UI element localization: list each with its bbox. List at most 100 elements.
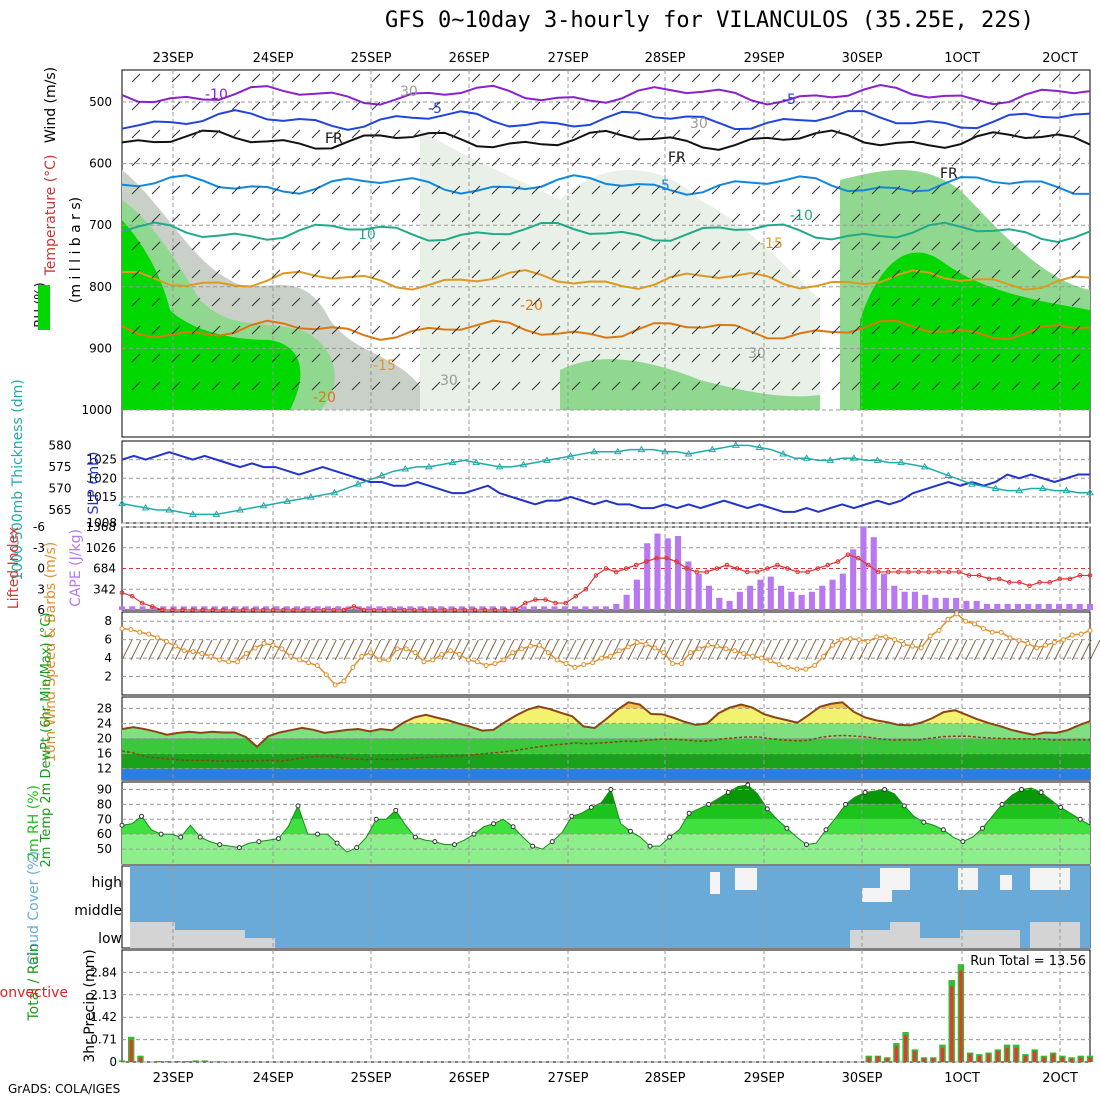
wind-barb	[771, 129, 781, 139]
wind-barb	[471, 129, 481, 139]
wind-marker	[1078, 631, 1084, 637]
li-marker	[603, 566, 609, 571]
wind-barb	[1011, 157, 1021, 167]
wind-barb	[441, 639, 453, 661]
wind-barb	[511, 297, 521, 307]
thickness-marker	[731, 441, 740, 448]
rh-marker	[158, 831, 164, 837]
wind-barb	[571, 157, 581, 167]
wind-barb	[1011, 325, 1021, 335]
wind-barb	[1071, 73, 1081, 83]
wind-barb	[991, 129, 1001, 139]
wind-marker	[297, 657, 303, 663]
wind-barb	[331, 129, 341, 139]
wind-barb	[971, 213, 981, 223]
wind-barb	[851, 129, 861, 139]
rh-marker	[940, 827, 946, 833]
wind-barb	[291, 297, 301, 307]
rh-axis-label: 2m RH (%)	[26, 785, 42, 861]
wind-barb	[611, 185, 621, 195]
wind-barb	[571, 241, 581, 251]
isotherm-label: 30	[400, 84, 418, 100]
cape-bar	[294, 606, 301, 610]
wind-barb	[491, 129, 501, 139]
wind-barb	[191, 353, 201, 363]
wind-barb	[371, 73, 381, 83]
wind-barb	[611, 297, 621, 307]
wind-barb	[971, 381, 981, 391]
li-marker	[139, 600, 145, 606]
dewpoint-line	[121, 734, 1091, 762]
cape-bar	[819, 585, 826, 610]
thickness-marker	[543, 456, 551, 463]
wind-barb	[771, 157, 781, 167]
wind-barb	[1051, 325, 1061, 335]
wind-barb	[311, 381, 321, 391]
li-tick: 6	[37, 603, 45, 617]
wind-marker	[536, 642, 542, 648]
thickness-tick: 570	[49, 481, 72, 495]
isotherm-label: -10	[790, 208, 813, 224]
wind-barb	[331, 241, 341, 251]
wind-barb	[611, 269, 621, 279]
wind-barb	[611, 129, 621, 139]
wind-barb	[691, 269, 701, 279]
wind-barb	[351, 269, 361, 279]
wind-barb	[565, 639, 577, 661]
wind-marker	[1007, 635, 1013, 641]
isotherm-label: 5	[661, 178, 670, 194]
wind-barb	[551, 101, 561, 111]
li-marker	[785, 566, 790, 571]
wind-barb	[831, 101, 841, 111]
wind-barb	[1051, 269, 1061, 279]
rh-marker	[236, 845, 242, 851]
wind-barb	[219, 639, 231, 661]
wind-barb	[251, 101, 261, 111]
high-cloud-gap	[710, 872, 720, 894]
wind-marker	[456, 651, 462, 657]
wind-barb	[411, 157, 421, 167]
wind-barb	[131, 353, 141, 363]
cape-bar	[850, 549, 857, 610]
wind-barb	[611, 213, 621, 223]
wind-barb	[171, 241, 181, 251]
cape-bar	[664, 538, 671, 610]
wind-barb	[191, 213, 201, 223]
wind-barb	[451, 129, 461, 139]
wind-marker	[288, 653, 294, 659]
li-marker	[1007, 580, 1012, 585]
wind-marker	[554, 657, 560, 663]
wind-marker	[909, 643, 915, 649]
wind-barb	[174, 639, 186, 661]
wind-barb	[831, 353, 841, 363]
wind-barb	[711, 73, 721, 83]
temp-band	[122, 768, 1090, 780]
cape-bar	[386, 606, 393, 610]
wind-barb	[331, 101, 341, 111]
wind-barb	[920, 639, 932, 661]
slp-tick: 1008	[86, 516, 117, 530]
wind-barb	[431, 213, 441, 223]
wind-barb	[351, 73, 361, 83]
wind-barb	[631, 129, 641, 139]
wind-barb	[731, 157, 741, 167]
cape-bar	[263, 606, 270, 610]
precip-convective-bar	[1005, 1047, 1009, 1062]
wind-barb	[867, 639, 879, 661]
wind-barb	[671, 325, 681, 335]
thickness-marker	[590, 447, 599, 455]
wind-barb	[411, 73, 421, 83]
rh-marker	[549, 839, 555, 845]
li-marker	[936, 569, 942, 575]
wind-barb	[451, 381, 461, 391]
wind-barb	[405, 639, 417, 661]
li-tick: 3	[37, 582, 45, 596]
wind-barb	[611, 73, 621, 83]
wind-barb	[971, 129, 981, 139]
wind-barb	[1009, 639, 1021, 661]
wind-barb	[681, 639, 692, 661]
wind-barb	[991, 325, 1001, 335]
cape-bar	[963, 600, 970, 610]
wind-barb	[391, 381, 401, 391]
rh-marker	[295, 803, 301, 809]
